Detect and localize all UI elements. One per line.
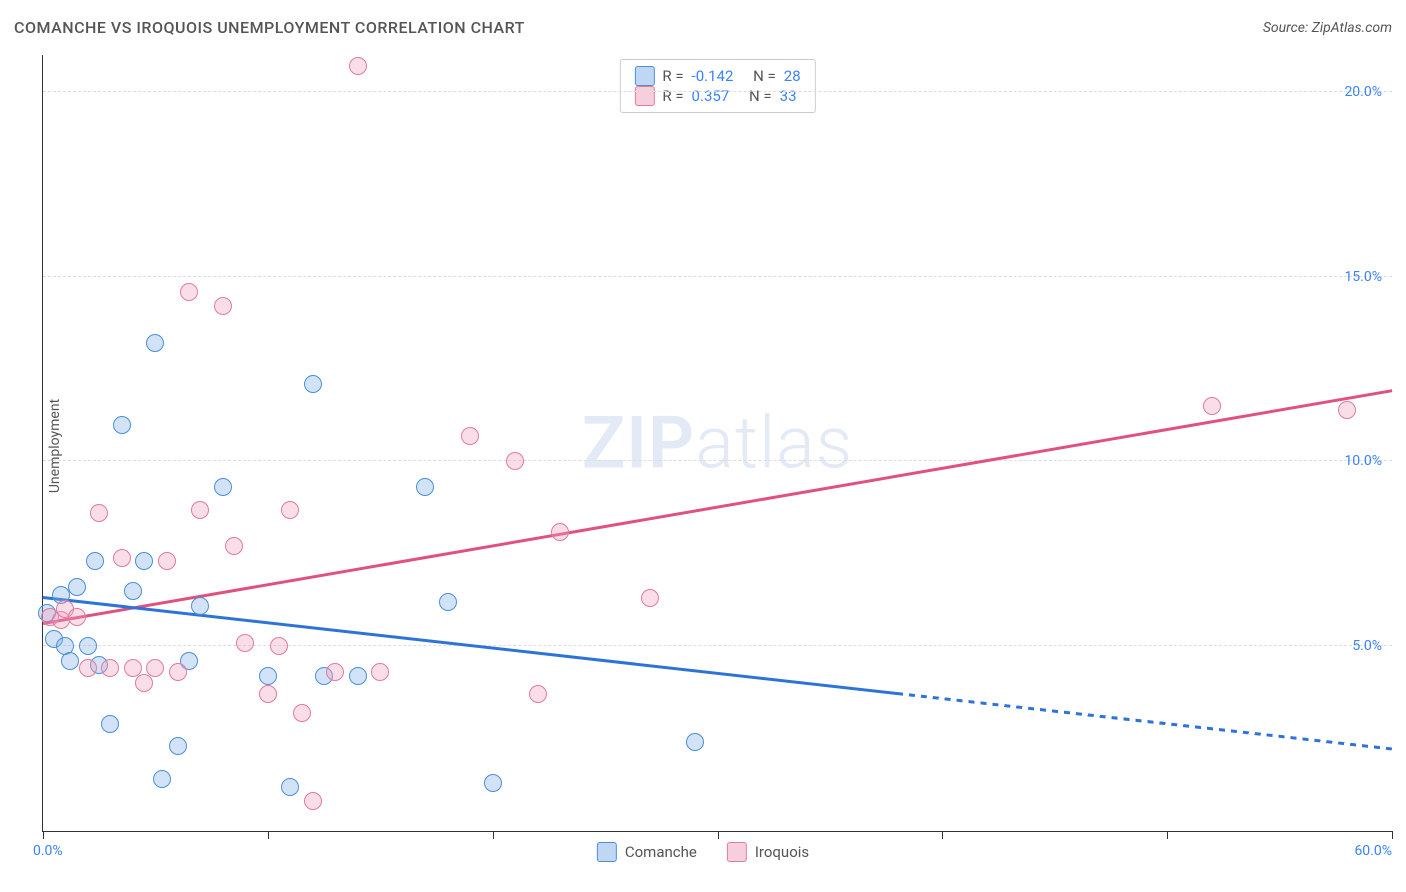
data-point [124, 582, 142, 600]
gridline [43, 460, 1392, 461]
header: COMANCHE VS IROQUOIS UNEMPLOYMENT CORREL… [14, 18, 1392, 37]
r-label: R = [662, 87, 683, 105]
swatch-blue-icon [634, 66, 654, 86]
data-point [236, 634, 254, 652]
data-point [180, 283, 198, 301]
data-point [641, 589, 659, 607]
data-point [270, 637, 288, 655]
legend-item-1: Comanche [597, 842, 697, 862]
data-point [113, 416, 131, 434]
stats-row-1: R = -0.142 N = 28 [634, 66, 800, 86]
data-point [225, 537, 243, 555]
data-point [529, 685, 547, 703]
data-point [191, 597, 209, 615]
xtick [43, 831, 44, 839]
legend-item-2: Iroquois [727, 842, 809, 862]
watermark: ZIPatlas [582, 401, 854, 486]
data-point [158, 552, 176, 570]
data-point [86, 552, 104, 570]
data-point [146, 659, 164, 677]
n-value-1: 28 [784, 67, 801, 85]
gridline [43, 91, 1392, 92]
data-point [135, 552, 153, 570]
r-value-2: 0.357 [692, 87, 730, 105]
data-point [169, 663, 187, 681]
watermark-bold: ZIP [582, 401, 695, 486]
data-point [113, 549, 131, 567]
xtick [1392, 831, 1393, 839]
stats-box: R = -0.142 N = 28 R = 0.357 N = 33 [619, 59, 815, 113]
data-point [1338, 401, 1356, 419]
data-point [153, 770, 171, 788]
data-point [101, 659, 119, 677]
legend-label-1: Comanche [625, 843, 697, 861]
r-label: R = [662, 67, 683, 85]
data-point [68, 578, 86, 596]
data-point [326, 663, 344, 681]
data-point [146, 334, 164, 352]
chart-title: COMANCHE VS IROQUOIS UNEMPLOYMENT CORREL… [14, 18, 525, 37]
data-point [90, 504, 108, 522]
data-point [191, 501, 209, 519]
ytick-label: 10.0% [1344, 453, 1382, 469]
data-point [304, 792, 322, 810]
legend-label-2: Iroquois [755, 843, 809, 861]
data-point [135, 674, 153, 692]
xtick [268, 831, 269, 839]
data-point [68, 608, 86, 626]
plot-area: ZIPatlas R = -0.142 N = 28 R = 0.357 N =… [42, 55, 1392, 832]
bottom-legend: Comanche Iroquois [597, 842, 809, 862]
data-point [349, 57, 367, 75]
ytick-label: 5.0% [1352, 638, 1382, 654]
n-value-2: 33 [780, 87, 797, 105]
swatch-pink-icon [634, 86, 654, 106]
data-point [484, 774, 502, 792]
data-point [349, 667, 367, 685]
data-point [1203, 397, 1221, 415]
swatch-pink-icon [727, 842, 747, 862]
data-point [371, 663, 389, 681]
data-point [293, 704, 311, 722]
data-point [259, 667, 277, 685]
x-max-label: 60.0% [1354, 843, 1392, 859]
chart-container: COMANCHE VS IROQUOIS UNEMPLOYMENT CORREL… [0, 0, 1406, 892]
xtick [1167, 831, 1168, 839]
data-point [214, 297, 232, 315]
data-point [214, 478, 232, 496]
n-label: N = [753, 67, 776, 85]
data-point [551, 523, 569, 541]
r-value-1: -0.142 [692, 67, 734, 85]
data-point [281, 501, 299, 519]
data-point [439, 593, 457, 611]
data-point [259, 685, 277, 703]
stats-row-2: R = 0.357 N = 33 [634, 86, 800, 106]
data-point [416, 478, 434, 496]
xtick [493, 831, 494, 839]
x-min-label: 0.0% [33, 843, 63, 859]
n-label: N = [749, 87, 772, 105]
data-point [79, 637, 97, 655]
xtick [718, 831, 719, 839]
data-point [461, 427, 479, 445]
data-point [79, 659, 97, 677]
swatch-blue-icon [597, 842, 617, 862]
data-point [304, 375, 322, 393]
data-point [686, 733, 704, 751]
watermark-rest: atlas [695, 401, 853, 486]
trend-line-iroquois [43, 389, 1392, 624]
ytick-label: 20.0% [1344, 84, 1382, 100]
data-point [169, 737, 187, 755]
xtick [942, 831, 943, 839]
gridline [43, 276, 1392, 277]
source-label: Source: ZipAtlas.com [1263, 20, 1392, 36]
data-point [281, 778, 299, 796]
data-point [61, 652, 79, 670]
data-point [506, 452, 524, 470]
ytick-label: 15.0% [1344, 269, 1382, 285]
data-point [101, 715, 119, 733]
trend-line-comanche-dashed [897, 692, 1392, 750]
